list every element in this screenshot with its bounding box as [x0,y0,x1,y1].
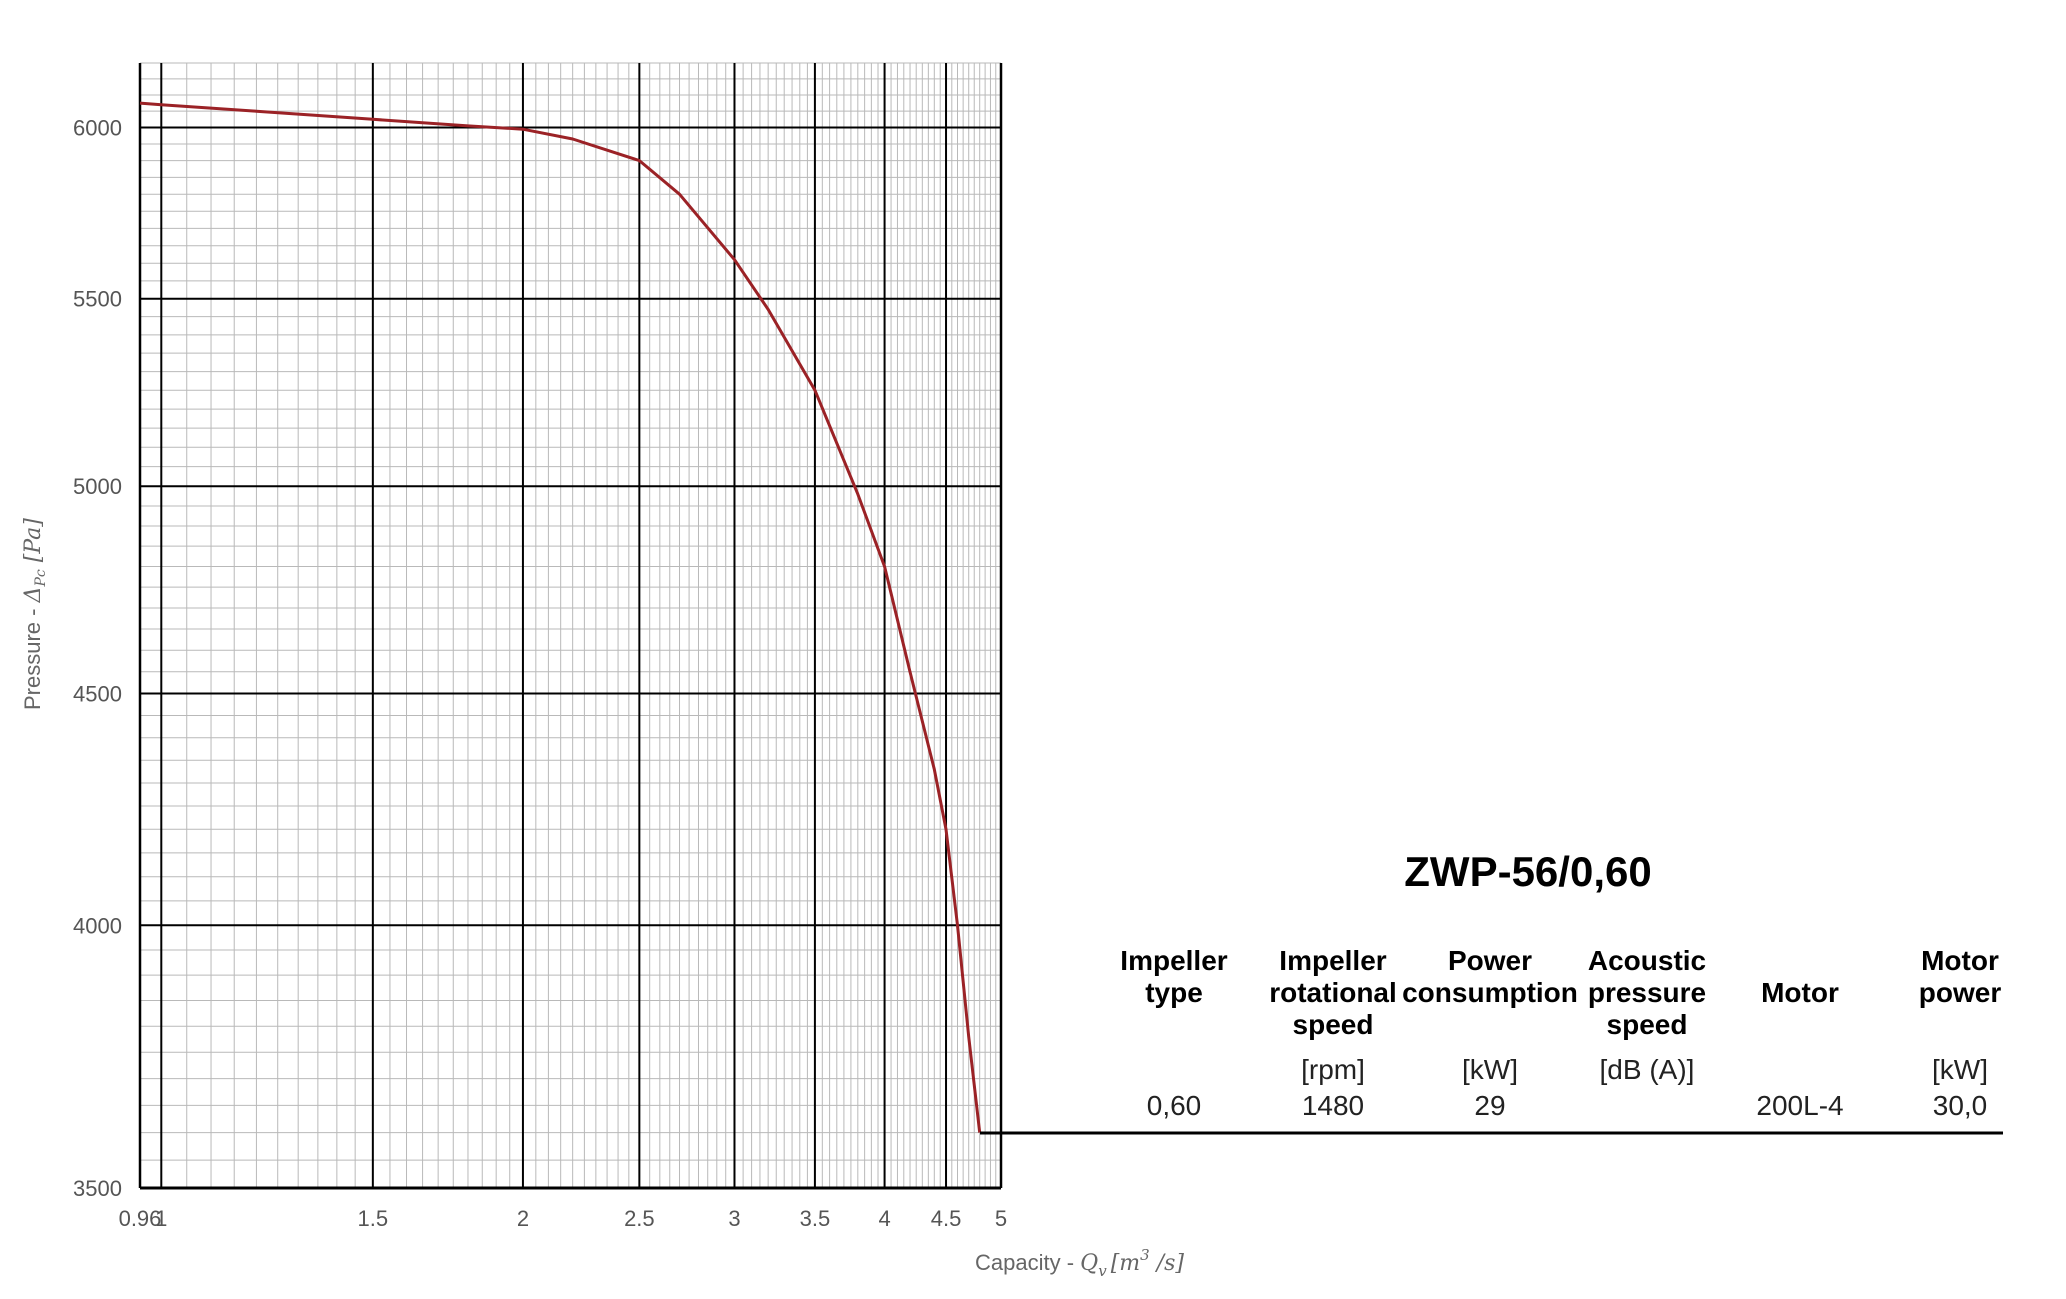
table-header-cell: consumption [1402,977,1578,1008]
x-tick-label: 0.96 [119,1206,162,1231]
table-value-cell: 200L-4 [1756,1090,1843,1121]
table-value-cell: 0,60 [1147,1090,1202,1121]
x-tick-label: 4.5 [931,1206,962,1231]
x-tick-label: 1 [155,1206,167,1231]
y-tick-label: 3500 [73,1176,122,1201]
y-tick-label: 6000 [73,116,122,141]
series-line [139,101,982,1133]
table-header-cell: rotational [1269,977,1397,1008]
x-tick-label: 4 [878,1206,890,1231]
spec-table: Impellertype0,60Impellerrotationalspeed[… [1120,945,2001,1121]
table-value-cell: 1480 [1302,1090,1364,1121]
y-tick-label: 4000 [73,913,122,938]
table-header-cell: type [1145,977,1203,1008]
table-value-cell: 30,0 [1933,1090,1988,1121]
y-tick-label: 5000 [73,474,122,499]
table-unit-cell: [dB (A)] [1600,1054,1695,1085]
table-header-cell: Motor [1761,977,1839,1008]
x-tick-label: 1.5 [358,1206,389,1231]
table-unit-cell: [kW] [1462,1054,1518,1085]
y-tick-label: 4500 [73,682,122,707]
table-header-cell: speed [1293,1009,1374,1040]
x-tick-labels: 0.961 1.5 2 2.5 3 3.5 4 4.5 5 [119,1206,1008,1231]
table-unit-cell: [kW] [1932,1054,1988,1085]
table-header-cell: Impeller [1279,945,1386,976]
table-header-cell: Motor [1921,945,1999,976]
panel-title: ZWP-56/0,60 [1404,848,1651,895]
x-tick-label: 2 [517,1206,529,1231]
series-layer [139,101,982,1133]
x-tick-label: 3.5 [800,1206,831,1231]
y-tick-labels: 3500 4000 4500 5000 5500 6000 [73,116,122,1201]
table-header-cell: Power [1448,945,1532,976]
table-unit-cell: [rpm] [1301,1054,1365,1085]
y-tick-label: 5500 [73,287,122,312]
y-axis-label: Pressure - ΔPc [Pa] [20,518,49,710]
table-header-cell: power [1919,977,2002,1008]
table-value-cell: 29 [1474,1090,1505,1121]
table-header-cell: pressure [1588,977,1706,1008]
x-axis-label: Capacity - Qv [m3 /s] [975,1246,1184,1280]
table-header-cell: Impeller [1120,945,1227,976]
x-tick-label: 5 [995,1206,1007,1231]
table-header-cell: speed [1607,1009,1688,1040]
x-tick-label: 2.5 [624,1206,655,1231]
major-gridlines [140,63,1001,1188]
table-header-cell: Acoustic [1588,945,1706,976]
axes [138,63,1003,1190]
x-tick-label: 3 [728,1206,740,1231]
minor-gridlines [140,62,1001,1188]
